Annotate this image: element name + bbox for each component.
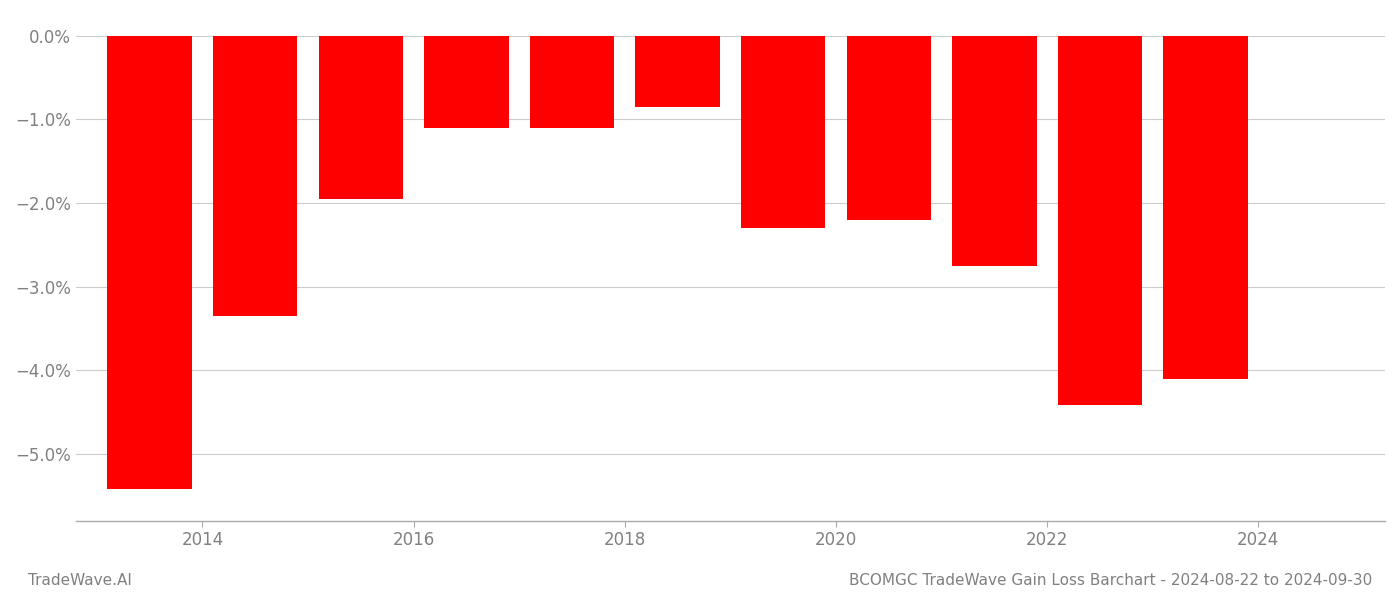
Bar	[952, 36, 1036, 266]
Bar	[847, 36, 931, 220]
Text: TradeWave.AI: TradeWave.AI	[28, 573, 132, 588]
Bar	[108, 36, 192, 489]
Bar	[319, 36, 403, 199]
Bar	[636, 36, 720, 107]
Bar	[1163, 36, 1247, 379]
Bar	[424, 36, 508, 128]
Bar	[741, 36, 826, 228]
Bar	[1057, 36, 1142, 405]
Bar	[213, 36, 297, 316]
Text: BCOMGC TradeWave Gain Loss Barchart - 2024-08-22 to 2024-09-30: BCOMGC TradeWave Gain Loss Barchart - 20…	[848, 573, 1372, 588]
Bar	[529, 36, 615, 128]
